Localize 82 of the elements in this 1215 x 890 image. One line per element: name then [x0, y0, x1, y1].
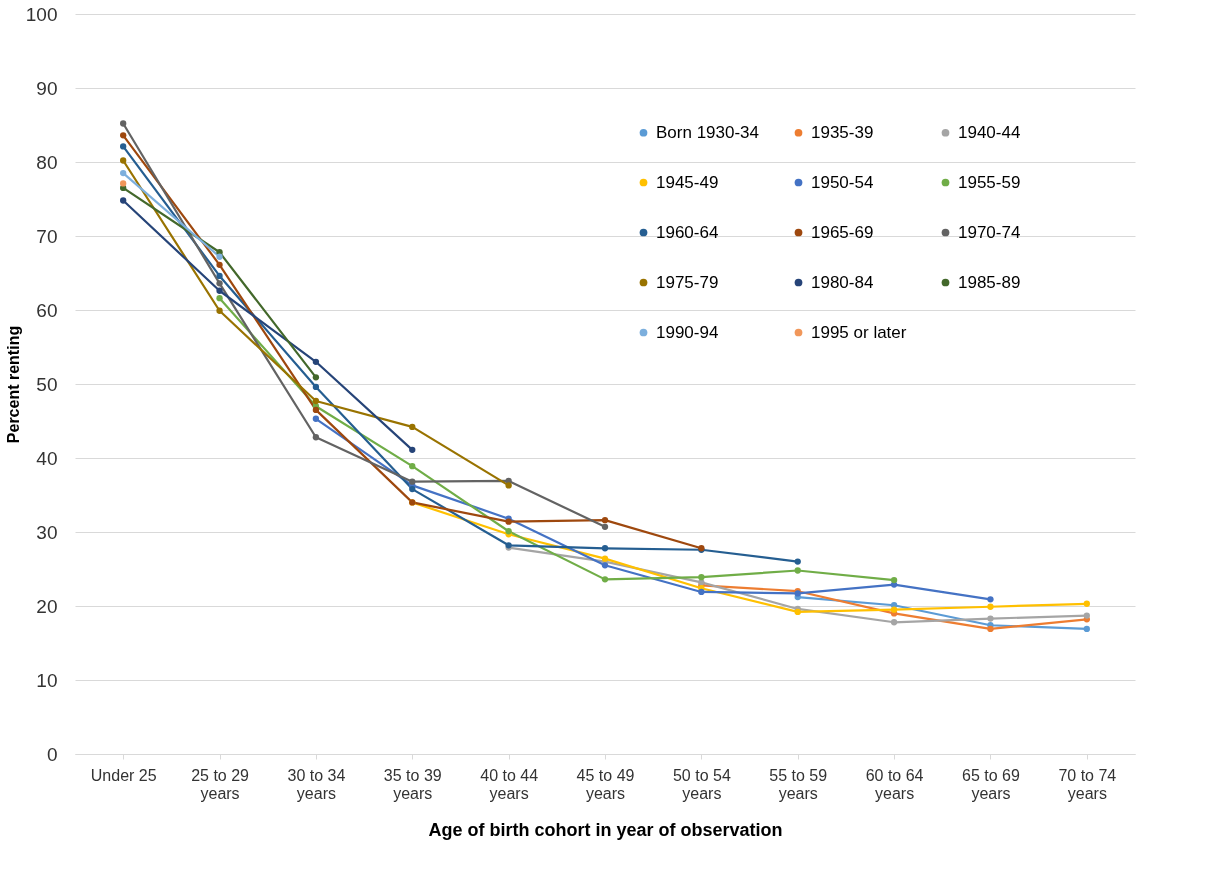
point: [409, 478, 416, 485]
x-tick-label: 70 to 74 years: [1058, 766, 1117, 802]
legend-label: 1975-79: [656, 272, 719, 292]
legend-label: 1940-44: [958, 122, 1021, 142]
point: [601, 576, 609, 583]
point: [312, 406, 320, 414]
y-tick-label: 70: [36, 225, 58, 247]
point: [409, 423, 416, 431]
x-axis-title: Age of birth cohort in year of observation: [428, 819, 783, 840]
legend-label: 1960-64: [656, 222, 719, 242]
point: [890, 576, 898, 584]
x-tick-label: 45 to 49 years: [576, 766, 635, 802]
point: [216, 280, 223, 287]
point: [120, 169, 127, 177]
point: [601, 545, 609, 552]
y-tick-label: 50: [36, 373, 58, 395]
x-tick-label: 30 to 34 years: [287, 766, 346, 802]
point: [987, 596, 994, 603]
x-tick-label: 40 to 44 years: [480, 766, 539, 802]
point: [601, 523, 609, 530]
y-tick-label: 20: [36, 595, 58, 617]
x-tick-label: 65 to 69 years: [962, 766, 1020, 802]
point: [120, 143, 127, 150]
point: [312, 374, 320, 381]
point: [120, 132, 127, 139]
legend-label: 1935-39: [811, 122, 874, 142]
point: [698, 573, 705, 581]
y-tick-label: 90: [36, 77, 58, 99]
point: [409, 462, 416, 470]
point: [216, 295, 223, 302]
y-tick-label: 0: [46, 743, 58, 765]
y-tick-label: 40: [36, 447, 58, 469]
x-tick-label: 25 to 29 years: [191, 766, 250, 802]
legend-label: 1985-89: [958, 272, 1021, 292]
legend-label: 1950-54: [811, 172, 874, 192]
point: [216, 287, 223, 294]
y-tick-label: 10: [36, 669, 58, 691]
y-tick-label: 100: [25, 3, 58, 25]
y-tick-label: 80: [36, 151, 58, 173]
legend-label: 1945-49: [656, 172, 719, 192]
point: [505, 482, 512, 489]
point: [409, 446, 416, 454]
point: [120, 120, 127, 127]
point: [987, 615, 994, 622]
point: [794, 558, 801, 565]
point: [312, 358, 320, 365]
x-tick-label: Under 25: [90, 766, 157, 784]
point: [312, 383, 320, 391]
point: [1083, 600, 1090, 607]
x-tick-label: 35 to 39 years: [383, 766, 442, 802]
point: [987, 625, 994, 633]
x-tick-label: 60 to 64 years: [865, 766, 924, 802]
point: [120, 157, 127, 164]
point: [794, 567, 801, 574]
y-tick-label: 30: [36, 521, 58, 543]
legend-label: 1995 or later: [811, 322, 907, 342]
legend-label: 1980-84: [811, 272, 874, 292]
point: [409, 485, 416, 493]
legend-label: 1970-74: [958, 222, 1021, 242]
legend-label: Born 1930-34: [656, 122, 760, 142]
legend-label: 1965-69: [811, 222, 874, 242]
point: [216, 272, 223, 280]
point: [216, 307, 223, 314]
point: [120, 197, 127, 204]
point: [987, 603, 994, 610]
y-axis-title: Percent renting: [4, 325, 22, 444]
point: [890, 619, 898, 626]
point: [601, 517, 609, 524]
point: [312, 434, 320, 441]
point: [312, 415, 320, 422]
point: [216, 253, 223, 260]
point: [890, 606, 898, 613]
point: [312, 397, 320, 405]
x-tick-label: 50 to 54 years: [672, 766, 731, 802]
legend-label: 1990-94: [656, 322, 719, 342]
legend-label: 1955-59: [958, 172, 1021, 192]
point: [1083, 625, 1090, 633]
y-tick-label: 60: [36, 299, 58, 321]
point: [698, 588, 705, 596]
point: [1083, 612, 1090, 619]
x-tick-label: 55 to 59 years: [769, 766, 828, 802]
point: [216, 261, 223, 269]
